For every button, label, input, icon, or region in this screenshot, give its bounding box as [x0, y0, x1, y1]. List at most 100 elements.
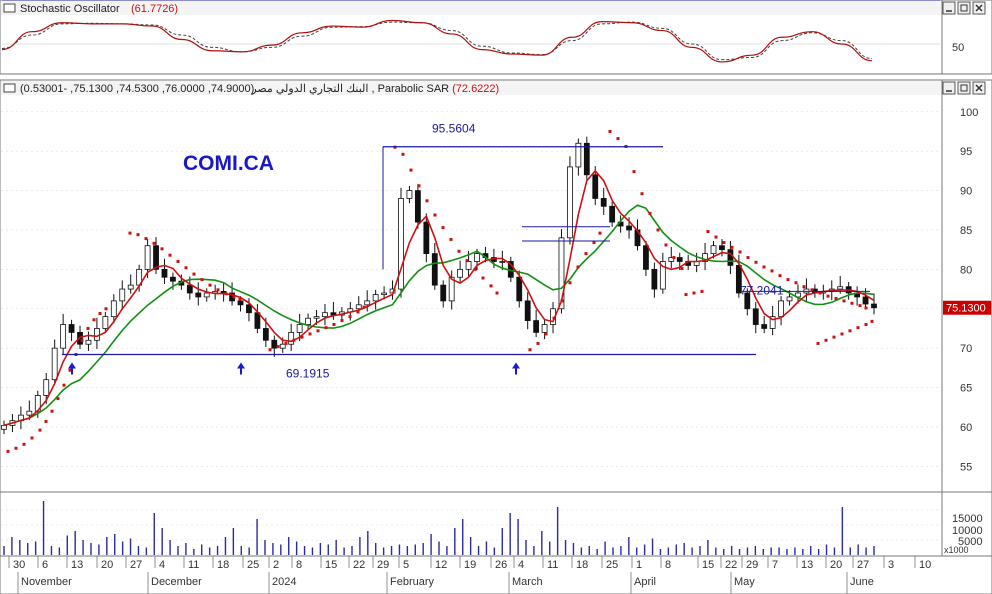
time-axis — [0, 555, 992, 594]
sar-dot — [856, 326, 860, 330]
time-day-label: 25 — [247, 559, 259, 571]
sar-dot — [536, 341, 540, 345]
sar-dot — [208, 283, 212, 287]
candle-body — [186, 284, 193, 294]
candle-body — [262, 328, 269, 341]
sar-dot — [714, 235, 718, 239]
stoch-collapse-icon[interactable] — [3, 3, 16, 13]
price-tick-label: 70 — [960, 343, 972, 355]
price-tick-label: 55 — [960, 461, 972, 473]
candle-body — [626, 225, 632, 231]
candle-body — [727, 249, 734, 266]
support-label: 69.1915 — [286, 367, 330, 381]
candle-body — [448, 276, 455, 302]
price-tick-label: 60 — [960, 422, 972, 434]
time-day-label: 20 — [830, 559, 842, 571]
time-day-label: 3 — [888, 559, 894, 571]
time-day-label: 4 — [518, 559, 524, 571]
sar-dot — [818, 291, 822, 295]
vol-tick-10000: 10000 — [952, 525, 983, 537]
sar-dot — [754, 260, 758, 264]
stoch-value: (61.7726) — [131, 3, 178, 15]
sar-dot — [826, 294, 830, 298]
instrument-label: البنك التجاري الدولي مصر — [250, 83, 368, 95]
price-panel — [0, 79, 943, 493]
price-tick-label: 65 — [960, 383, 972, 395]
sar-dot — [232, 295, 236, 299]
time-month-label: May — [734, 576, 755, 588]
sar-dot — [664, 243, 668, 247]
sar-dot — [528, 348, 532, 352]
up-arrow-icon — [512, 362, 520, 375]
sar-dot — [495, 291, 499, 295]
price-minimize-icon[interactable] — [942, 81, 956, 95]
sar-dot — [62, 383, 66, 387]
sar-dot — [700, 289, 704, 293]
time-day-label: 13 — [71, 559, 83, 571]
sar-dot — [770, 269, 774, 273]
close-glyph — [975, 4, 983, 12]
sar-dot — [680, 267, 684, 271]
price-tick-label: 90 — [960, 186, 972, 198]
stoch-k-line — [1, 19, 873, 63]
sar-dot — [810, 288, 814, 292]
sar-dot — [762, 265, 766, 269]
sar-dot — [684, 293, 688, 297]
price-axis — [941, 79, 992, 493]
volume-axis — [941, 491, 992, 557]
candle-body — [676, 257, 683, 262]
sar-dot — [292, 338, 296, 342]
time-month-label: December — [151, 576, 202, 588]
time-month-label: March — [512, 576, 543, 588]
sar-dot — [552, 316, 556, 320]
stoch-level-label: 50 — [952, 42, 964, 54]
price-collapse-icon[interactable] — [3, 83, 16, 93]
minimize-icon[interactable] — [942, 1, 956, 15]
sar-dot — [238, 297, 242, 301]
candle-body — [246, 304, 252, 314]
sar-dot — [68, 368, 72, 372]
candle-body — [575, 142, 582, 168]
candle-body — [440, 284, 447, 302]
candle-body — [465, 261, 472, 270]
sar-dot — [362, 305, 366, 309]
price-close-glyph — [975, 84, 983, 92]
time-day-label: 18 — [576, 559, 588, 571]
time-day-label: 11 — [547, 559, 558, 571]
sar-dot — [465, 259, 469, 263]
candle-body — [558, 237, 565, 310]
time-day-label: 15 — [325, 559, 337, 571]
price-header-text: البنك التجاري الدولي مصر(74.9000, 76.000… — [20, 83, 499, 95]
candle-body — [94, 328, 100, 341]
sar-dot — [50, 409, 54, 413]
sar-dot — [816, 341, 820, 345]
ma-fast-line — [3, 169, 875, 427]
candle-body — [254, 312, 261, 329]
price-maximize-icon[interactable] — [957, 81, 971, 95]
ohlc-text: (74.9000, 76.0000, 74.5300, 75.1300, -0.… — [20, 83, 254, 95]
sar-dot — [356, 310, 360, 314]
candle-body — [381, 292, 387, 295]
candle-body — [659, 261, 666, 290]
maximize-icon[interactable] — [957, 1, 971, 15]
time-day-label: 15 — [702, 559, 714, 571]
sar-dot — [576, 265, 580, 269]
candle-body — [406, 190, 413, 199]
candle-body — [195, 292, 202, 298]
candle-body — [499, 261, 506, 263]
time-day-label: 4 — [159, 559, 165, 571]
sar-dot — [730, 245, 734, 249]
candle-body — [651, 268, 658, 290]
candle-body — [85, 339, 92, 345]
sar-dot — [832, 335, 836, 339]
time-day-label: 25 — [606, 559, 618, 571]
stoch-window-buttons — [942, 1, 986, 15]
sar-dot — [300, 335, 304, 339]
sar-dot — [30, 436, 34, 440]
candle-body — [1, 424, 7, 430]
time-month-label: February — [390, 576, 435, 588]
time-month-label: June — [850, 576, 874, 588]
sar-dot — [786, 278, 790, 282]
candle-body — [583, 142, 590, 176]
